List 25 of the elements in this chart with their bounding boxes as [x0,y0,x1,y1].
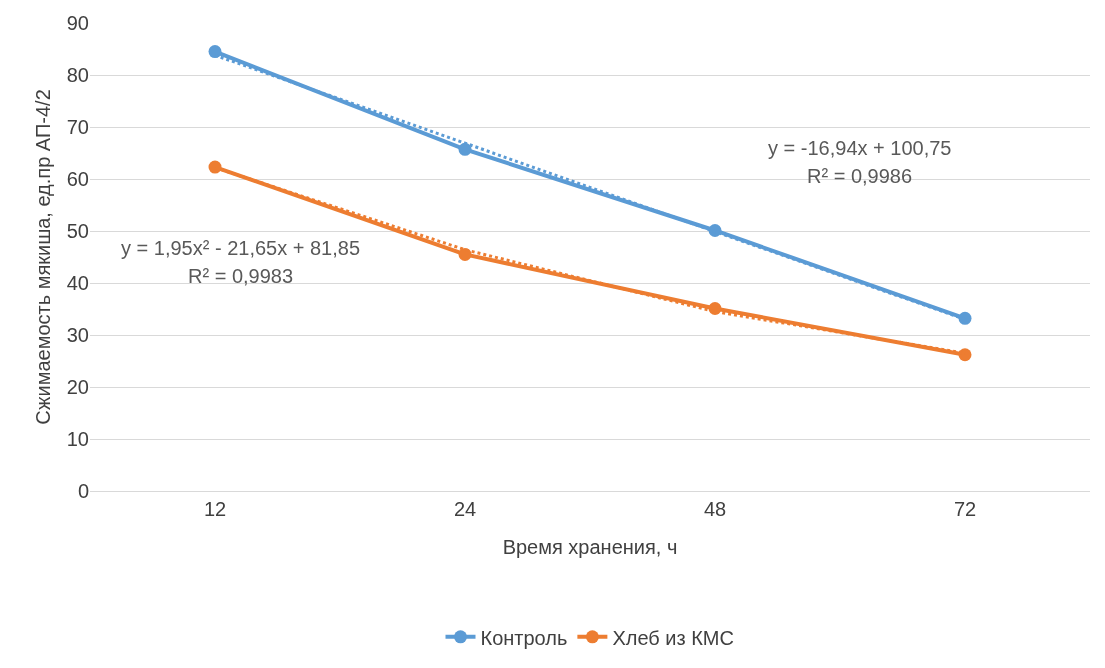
annotation: R² = 0,9986 [807,165,913,187]
x-tick-label: 72 [953,498,977,520]
y-tick-label: 40 [66,272,89,294]
x-tick-label: 48 [703,498,727,520]
y-tick-label: 80 [66,64,89,86]
point [958,311,972,325]
y-tick-label: 10 [66,428,89,450]
legend-label: Контроль [480,626,568,649]
point [208,45,222,59]
x-tick-label: 24 [453,498,477,520]
x-tick-label: 12 [203,498,227,520]
annotation: y = -16,94x + 100,75 [768,137,952,159]
x-axis-title: Время хранения, ч [502,535,678,558]
point [458,142,472,156]
y-tick-label: 30 [66,324,89,346]
y-tick-label: 70 [66,116,89,138]
y-axis-title: Сжимаемость мякиша, ед.пр АП-4/2 [32,89,55,425]
y-tick-label: 60 [66,168,89,190]
y-tick-label: 0 [77,480,89,502]
y-tick-label: 90 [66,12,89,34]
legend-label: Хлеб из КМС [612,626,734,649]
y-tick-label: 50 [66,220,89,242]
annotation: y = 1,95x² - 21,65x + 81,85 [121,237,361,259]
y-tick-label: 20 [66,376,89,398]
annotation: R² = 0,9983 [188,265,294,287]
